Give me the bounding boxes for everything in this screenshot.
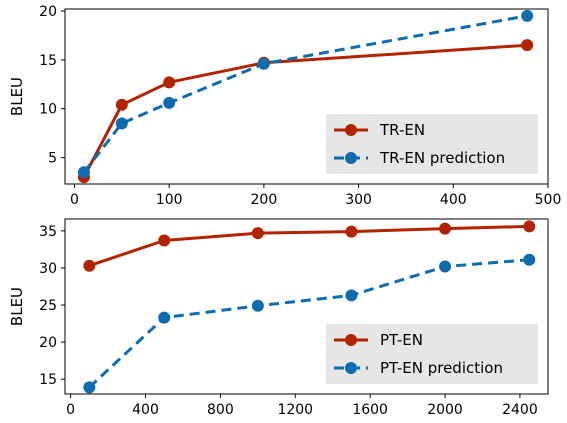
x-tick-label: 400	[132, 402, 159, 418]
legend-marker	[345, 362, 357, 374]
y-tick-label: 20	[39, 335, 57, 351]
x-tick-label: 2000	[427, 402, 463, 418]
legend: TR-EN TR-EN prediction	[326, 114, 538, 174]
data-point	[523, 253, 536, 266]
data-point	[158, 234, 171, 247]
data-point	[251, 227, 264, 240]
x-tick-label: 2400	[502, 402, 538, 418]
x-tick-label: 800	[207, 402, 234, 418]
data-point	[345, 225, 358, 238]
data-point	[439, 222, 452, 235]
legend: PT-EN PT-EN prediction	[326, 324, 538, 384]
data-point	[521, 9, 534, 22]
series-line-pt-en-prediction	[88, 258, 530, 389]
y-tick-label: 10	[39, 102, 57, 118]
legend-label: TR-EN	[379, 121, 425, 139]
legend-label: PT-EN prediction	[380, 359, 503, 377]
legend-marker	[345, 124, 357, 136]
data-point	[83, 381, 96, 394]
x-tick-label: 0	[70, 192, 79, 208]
y-axis-label: BLEU	[8, 287, 26, 326]
legend-label: PT-EN	[380, 331, 423, 349]
y-tick-label: 20	[39, 4, 57, 20]
series-line-pt-en	[88, 224, 530, 268]
data-point	[521, 39, 534, 52]
subplot-1: 0 100 200 300 400 500 5 10 15 20 BLEU TR-EN TR-EN pr…	[8, 4, 561, 208]
data-point	[83, 259, 96, 272]
x-tick-label: 500	[535, 192, 562, 208]
data-point	[77, 166, 90, 179]
data-point	[251, 299, 264, 312]
legend-box	[326, 324, 538, 384]
data-point	[163, 96, 176, 109]
data-point	[345, 289, 358, 302]
legend-box	[326, 114, 538, 174]
legend-marker	[345, 334, 357, 346]
y-tick-label: 15	[39, 53, 57, 69]
data-point	[257, 57, 270, 70]
data-point	[439, 260, 452, 273]
x-tick-label: 1600	[352, 402, 388, 418]
y-axis-label: BLEU	[8, 77, 26, 116]
y-tick-label: 35	[39, 224, 57, 240]
x-tick-label: 0	[66, 402, 75, 418]
y-tick-label: 15	[39, 372, 57, 388]
y-tick-label: 30	[39, 261, 57, 277]
legend-marker	[345, 152, 357, 164]
x-tick-label: 300	[345, 192, 372, 208]
data-point	[163, 76, 176, 89]
data-point	[115, 98, 128, 111]
data-point	[115, 117, 128, 130]
y-tick-label: 5	[48, 151, 57, 167]
x-tick-label: 400	[440, 192, 467, 208]
x-tick-label: 100	[156, 192, 183, 208]
x-tick-label: 1200	[277, 402, 313, 418]
legend-label: TR-EN prediction	[379, 149, 505, 167]
y-tick-label: 25	[39, 298, 57, 314]
subplot-2: 0 400 800 1200 1600 2000 2400 15 20 25 30 35 BLEU PT-…	[8, 218, 549, 418]
axes-frame	[64, 218, 549, 395]
data-point	[158, 311, 171, 324]
data-point	[523, 220, 536, 233]
axes-frame	[64, 8, 549, 185]
x-tick-label: 200	[251, 192, 278, 208]
